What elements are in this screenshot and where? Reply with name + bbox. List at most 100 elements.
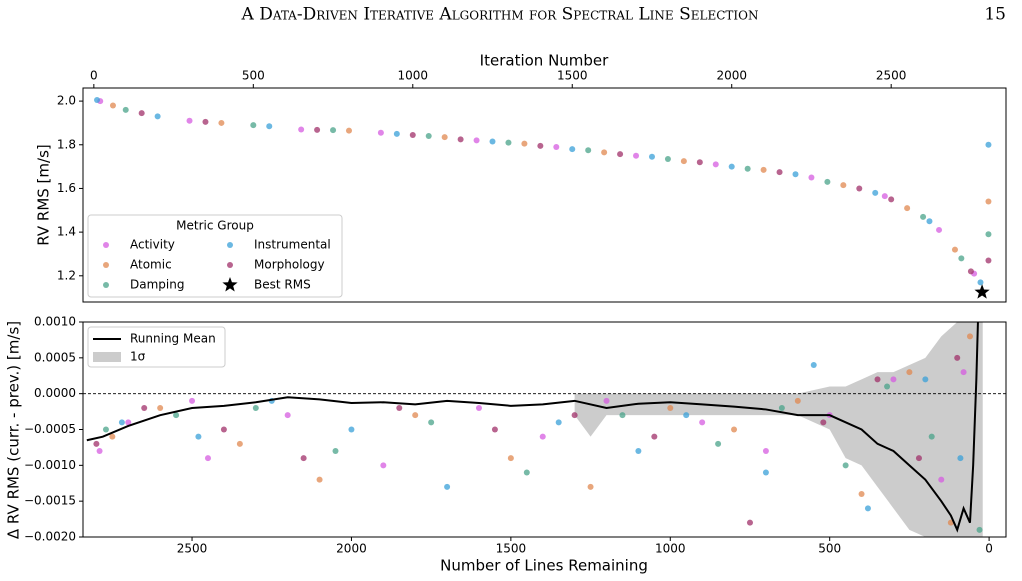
data-point <box>489 138 496 145</box>
data-point <box>444 483 451 490</box>
data-point <box>109 102 116 109</box>
data-point <box>683 412 690 419</box>
y-tick-label: 2.0 <box>57 94 76 108</box>
data-point <box>348 426 355 433</box>
data-point <box>977 279 984 286</box>
data-point <box>928 433 935 440</box>
data-point <box>699 419 706 426</box>
legend-label: Atomic <box>130 258 172 272</box>
data-point <box>332 448 339 454</box>
data-point <box>195 433 202 440</box>
legend-title: Metric Group <box>176 219 254 233</box>
data-point <box>922 376 929 383</box>
x-tick-label: 1500 <box>496 542 527 556</box>
data-point <box>377 129 384 136</box>
data-point <box>888 196 895 203</box>
data-point <box>794 397 801 404</box>
data-point <box>300 455 307 462</box>
data-point <box>102 426 109 433</box>
x-tick-label: 0 <box>90 69 98 83</box>
data-point <box>904 205 911 212</box>
data-point <box>330 127 337 134</box>
data-point <box>762 448 769 454</box>
data-point <box>173 412 180 419</box>
y-tick-label: 0.0005 <box>34 350 76 364</box>
data-point <box>951 246 958 253</box>
legend-marker <box>227 242 233 248</box>
data-point <box>202 118 209 125</box>
legend-marker <box>227 262 233 268</box>
data-point <box>874 376 881 383</box>
legend-label: Activity <box>130 238 175 252</box>
legend-box <box>87 326 226 368</box>
data-point <box>587 483 594 490</box>
data-point <box>505 139 512 146</box>
data-point <box>585 147 592 154</box>
data-point <box>601 149 608 156</box>
x-tick-label: 500 <box>242 69 265 83</box>
data-point <box>664 155 671 162</box>
data-point <box>906 369 913 376</box>
x-tick-label: 1500 <box>557 69 588 83</box>
x-axis-title: Iteration Number <box>480 52 609 70</box>
x-tick-label: 1000 <box>655 542 686 556</box>
running-mean-line <box>86 322 979 533</box>
data-point <box>393 130 400 137</box>
y-tick-label: 0.0000 <box>34 386 76 400</box>
data-point <box>954 354 961 361</box>
data-point <box>744 165 751 172</box>
data-point <box>428 419 435 426</box>
data-point <box>553 143 560 150</box>
data-point <box>872 189 879 196</box>
data-point <box>985 198 992 205</box>
data-point <box>345 127 352 134</box>
y-tick-label: 1.8 <box>57 137 76 151</box>
data-point <box>457 136 464 143</box>
data-point <box>125 419 132 426</box>
data-point <box>633 152 640 159</box>
y-tick-label: 0.0010 <box>34 315 76 329</box>
data-point <box>316 476 323 483</box>
data-point <box>728 163 735 170</box>
data-point <box>840 182 847 189</box>
data-point <box>712 161 719 168</box>
data-point <box>824 178 831 185</box>
data-point <box>412 412 419 419</box>
y-tick-label: −0.0015 <box>24 494 76 508</box>
y-tick-label: −0.0010 <box>24 458 76 472</box>
data-point <box>109 433 116 440</box>
data-point <box>617 151 624 158</box>
data-point <box>731 426 738 433</box>
data-point <box>220 426 227 433</box>
data-point <box>938 476 945 483</box>
data-point <box>890 376 897 383</box>
legend-label: Morphology <box>254 258 325 272</box>
data-point <box>881 193 888 200</box>
data-point <box>189 397 196 404</box>
data-point <box>820 419 827 426</box>
x-tick-label: 2000 <box>716 69 747 83</box>
data-point <box>314 126 321 133</box>
data-point <box>571 412 578 419</box>
plot-frame <box>82 321 1007 538</box>
legend-marker <box>103 242 109 248</box>
x-tick-label: 2000 <box>336 542 367 556</box>
data-point <box>96 448 103 454</box>
data-point <box>958 255 965 262</box>
data-point <box>926 218 933 225</box>
data-point <box>808 174 815 181</box>
y-tick-label: 1.4 <box>57 225 76 239</box>
data-point <box>523 469 530 476</box>
data-point <box>858 491 865 497</box>
data-point <box>284 412 291 419</box>
data-point <box>985 231 992 238</box>
data-point <box>792 171 799 178</box>
data-point <box>138 110 145 117</box>
data-point <box>760 166 767 173</box>
data-point <box>569 146 576 153</box>
x-tick-label: 500 <box>818 542 841 556</box>
data-point <box>475 405 482 411</box>
data-point <box>960 369 967 376</box>
legend-marker <box>93 352 121 362</box>
